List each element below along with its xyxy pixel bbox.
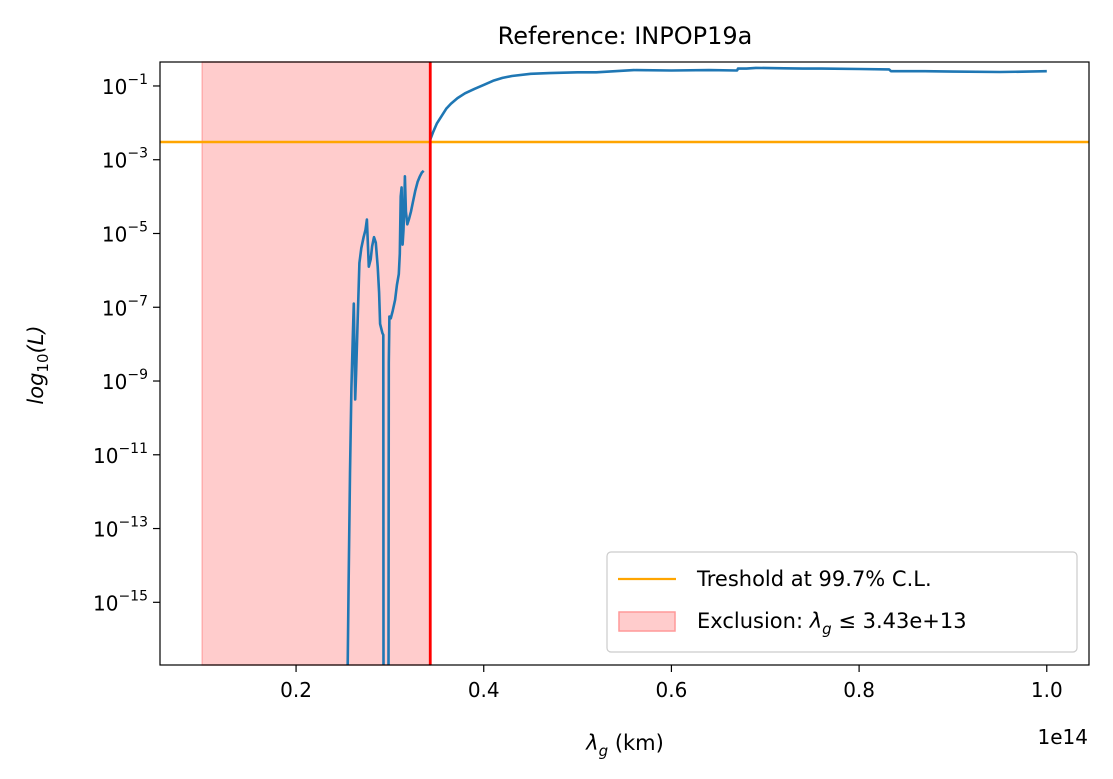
y-tick-label: 10−13	[93, 515, 148, 542]
y-tick-label: 10−11	[93, 441, 148, 468]
legend-exclusion-rel: ≤	[832, 609, 863, 633]
legend-exclusion-swatch	[618, 611, 676, 632]
x-tick-label: 0.8	[843, 678, 875, 702]
y-tick-label: 10−7	[102, 293, 148, 320]
legend-exclusion-value: 3.43e+13	[863, 609, 967, 633]
x-tick-label: 0.4	[468, 678, 500, 702]
legend-box	[606, 551, 1078, 653]
legend-exclusion-sub: g	[822, 620, 832, 638]
chart-title: Reference: INPOP19a	[498, 22, 753, 50]
series-likelihood	[346, 66, 1047, 666]
y-tick-label: 10−3	[102, 146, 148, 173]
legend-threshold-label: Treshold at 99.7% C.L.	[696, 567, 932, 591]
y-tick-label: 10−9	[102, 367, 148, 394]
x-axis-label-unit: (km)	[608, 731, 664, 755]
x-tick-label: 0.2	[280, 678, 312, 702]
y-axis-ticks: 10−1 10−3 10−5 10−7 10−9 10−11 10−13 10−15	[93, 72, 160, 615]
y-axis-label-sub: 10	[34, 353, 52, 372]
series-line-segment	[346, 218, 385, 666]
x-axis-offset-label: 1e14	[1038, 725, 1088, 749]
y-axis-label: log10(L)	[24, 325, 52, 404]
y-axis-label-main: log	[24, 373, 48, 405]
y-tick-label: 10−5	[102, 219, 148, 246]
y-tick-label: 10−15	[93, 588, 148, 615]
x-axis-ticks: 0.2 0.4 0.6 0.8 1.0	[280, 665, 1063, 702]
y-tick-label: 10−1	[102, 72, 148, 99]
y-axis-label-rest: (L)	[24, 325, 48, 353]
series-line-segment	[387, 169, 425, 666]
exclusion-band	[201, 61, 432, 666]
legend-exclusion-label: Exclusion: λg ≤ 3.43e+13	[697, 609, 967, 638]
x-axis-label-var: λ	[585, 731, 598, 755]
legend-exclusion-var: λ	[809, 609, 822, 633]
legend: Treshold at 99.7% C.L. Exclusion: λg ≤ 3…	[606, 551, 1078, 653]
legend-exclusion-prefix: Exclusion:	[697, 609, 810, 633]
x-tick-label: 1.0	[1031, 678, 1063, 702]
axes-frame	[159, 61, 1090, 666]
x-tick-label: 0.6	[656, 678, 688, 702]
series-line-segment	[429, 66, 1047, 140]
x-axis-label: λg (km)	[585, 731, 664, 760]
x-axis-label-sub: g	[599, 742, 609, 760]
